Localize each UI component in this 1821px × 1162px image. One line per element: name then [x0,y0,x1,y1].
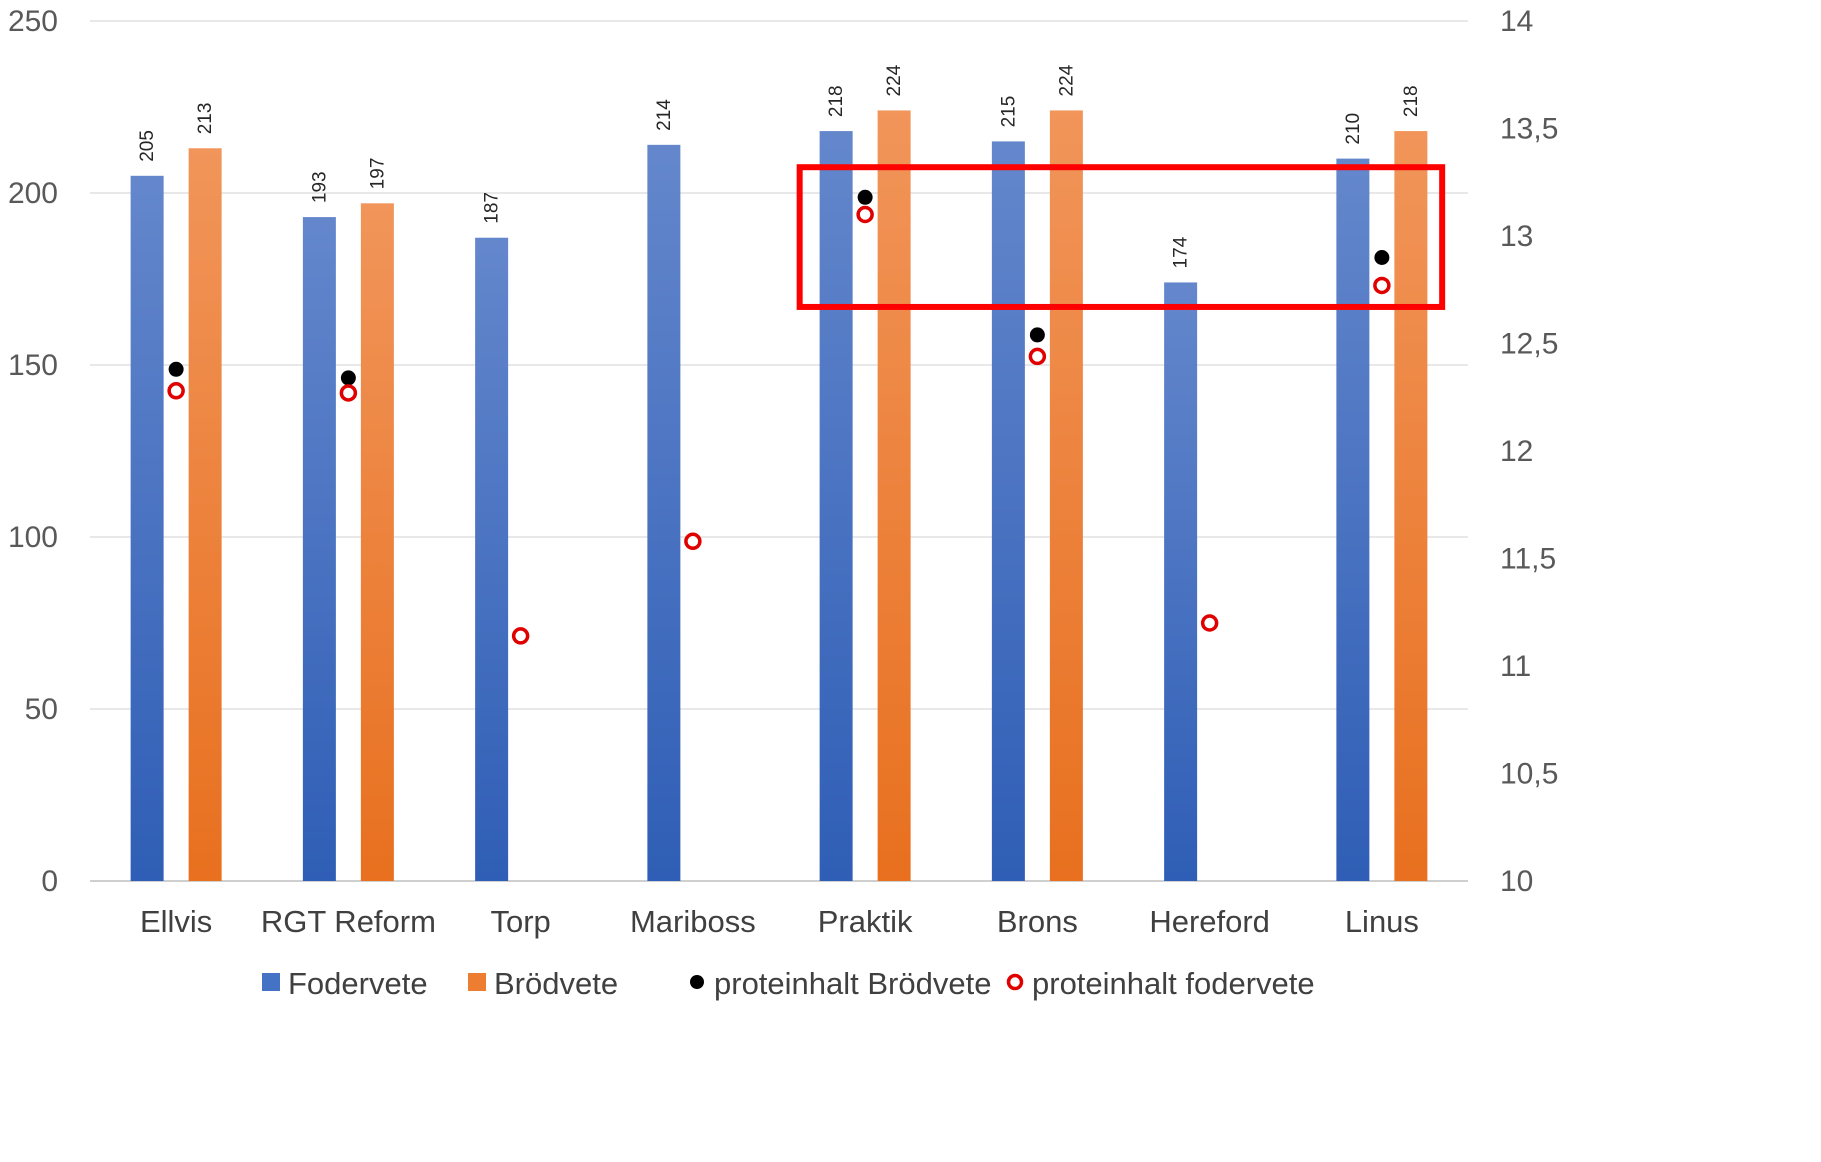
y-right-tick-label: 12 [1500,435,1533,468]
data-label: 218 [1401,85,1422,117]
y-right-tick-label: 14 [1500,5,1533,38]
x-category-label: Hereford [1149,904,1270,939]
y-right-tick-label: 13 [1500,220,1533,253]
bar-brödvete [1049,110,1083,881]
bars [130,110,1428,882]
bar-fodervete [819,131,853,881]
x-category-label: Linus [1345,904,1419,939]
bar-fodervete [130,175,164,882]
point-proteinhalt-brödvete [340,370,356,386]
data-label: 210 [1343,113,1364,145]
axes: 0 50 100 150 200 250 10 10,5 11 11,5 12 12,5 13 13,5 1… [8,5,1558,939]
bar-fodervete [1336,158,1370,882]
data-label: 215 [998,96,1019,128]
y-left-tick-label: 100 [8,521,58,554]
point-proteinhalt-fodervete [856,205,874,224]
point-proteinhalt-fodervete [1200,614,1219,632]
legend-label-proteinhalt-fodervete: proteinhalt fodervete [1032,966,1315,1001]
bar-brödvete [1394,131,1428,881]
data-label: 174 [1171,236,1192,268]
point-proteinhalt-fodervete [167,382,185,400]
data-label: 224 [1056,64,1077,96]
y-left-tick-label: 150 [8,349,58,382]
data-label: 218 [826,85,847,117]
y-left-tick-label: 250 [8,5,58,38]
x-category-label: Mariboss [630,904,756,939]
legend-label-brödvete: Brödvete [494,966,618,1001]
y-left-tick-label: 0 [41,865,58,898]
data-label: 205 [137,130,158,162]
point-proteinhalt-fodervete [511,627,530,645]
point-proteinhalt-brödvete [168,361,184,377]
legend-swatch-proteinhalt-fodervete [1006,973,1024,991]
bar-brödvete [360,203,394,881]
x-category-label: RGT Reform [261,904,436,939]
y-right-tick-label: 11,5 [1500,543,1556,576]
legend-label-fodervete: Fodervete [288,966,428,1001]
data-label: 197 [367,158,388,190]
highlight-rectangle [796,164,1446,310]
legend: Fodervete Brödvete proteinhalt Brödvete pro… [262,966,1315,1001]
data-label: 193 [309,171,330,203]
y-right-tick-label: 11 [1500,650,1531,683]
point-proteinhalt-fodervete [1373,276,1391,295]
bar-fodervete [1164,282,1198,881]
data-labels: 205 193 187 214 218 215 174 210 213 197 224 224 218 [137,64,1422,268]
data-label: 214 [654,99,675,131]
bar-brödvete [877,110,911,881]
point-proteinhalt-fodervete [339,384,358,402]
data-label: 224 [884,64,905,96]
highlight-box [796,164,1446,310]
x-category-label: Ellvis [140,904,212,939]
legend-swatch-fodervete [262,973,280,991]
x-category-label: Praktik [818,904,913,939]
bar-fodervete [647,144,681,882]
protein-points [167,189,1391,645]
x-category-label: Brons [997,904,1078,939]
y-left-tick-label: 50 [25,693,58,726]
bar-fodervete [475,237,509,882]
x-category-label: Torp [490,904,550,939]
data-label: 213 [195,103,216,135]
point-proteinhalt-brödvete [1374,250,1390,265]
gridlines [90,20,1468,882]
y-left-tick-label: 200 [8,177,58,210]
point-proteinhalt-brödvete [857,189,873,205]
legend-label-proteinhalt-brödvete: proteinhalt Brödvete [714,966,991,1001]
legend-swatch-proteinhalt-brödvete [690,975,704,989]
y-right-tick-label: 10 [1500,865,1533,898]
bar-brödvete [188,148,222,881]
y-right-tick-label: 12,5 [1500,328,1558,361]
data-label: 187 [482,192,503,224]
bar-fodervete [991,141,1025,881]
bar-fodervete [302,217,336,881]
legend-swatch-brödvete [468,973,486,991]
point-proteinhalt-fodervete [1028,347,1047,366]
y-right-tick-label: 13,5 [1500,113,1558,146]
point-proteinhalt-brödvete [1029,327,1045,343]
point-proteinhalt-fodervete [684,532,702,551]
y-right-tick-label: 10,5 [1500,758,1558,791]
